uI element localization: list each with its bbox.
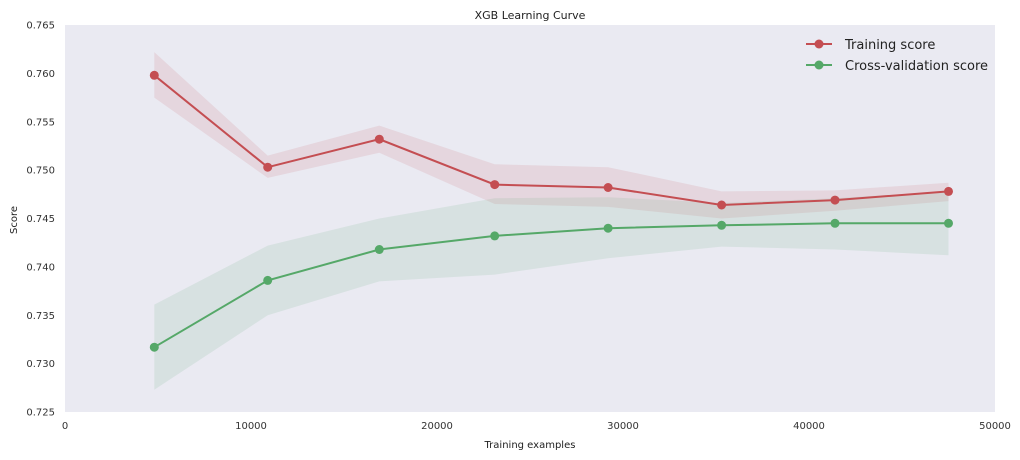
cv-score-point	[717, 220, 727, 230]
x-tick-label: 10000	[235, 421, 267, 432]
y-tick-label: 0.755	[26, 117, 55, 128]
y-axis-ticks: 0.725 0.730 0.735 0.740 0.745 0.750 0.755 0.760…	[26, 21, 55, 419]
training-score-point	[374, 134, 384, 144]
training-score-line	[153, 74, 949, 207]
y-tick-label: 0.740	[26, 262, 55, 273]
legend: Training score Cross-validation score	[806, 38, 988, 74]
cv-score-point	[374, 245, 384, 254]
y-tick-label: 0.765	[26, 21, 55, 32]
chart-title: XGB Learning Curve	[475, 9, 586, 22]
cv-score-point	[149, 342, 159, 352]
training-score-point	[944, 186, 953, 196]
cv-score-point	[944, 218, 953, 228]
cv-score-point	[263, 275, 273, 285]
x-tick-label: 30000	[607, 421, 639, 432]
y-tick-label: 0.730	[26, 359, 55, 370]
training-score-point	[149, 70, 159, 80]
cv-score-line	[153, 222, 949, 349]
cv-score-band	[154, 191, 949, 390]
x-tick-label: 50000	[979, 421, 1011, 432]
x-tick-label: 0	[62, 421, 68, 432]
cv-score-point	[603, 223, 613, 233]
x-tick-label: 20000	[421, 421, 453, 432]
y-tick-label: 0.760	[26, 69, 55, 80]
training-score-point	[490, 180, 500, 190]
legend-cv-marker	[814, 60, 824, 70]
x-axis-label: Training examples	[484, 440, 576, 451]
plot-area	[65, 25, 995, 412]
y-tick-label: 0.735	[26, 311, 55, 322]
y-axis-label: Score	[9, 206, 20, 234]
training-score-point	[717, 200, 727, 210]
cv-score-point	[830, 218, 840, 228]
series-points	[149, 70, 953, 352]
y-tick-label: 0.750	[26, 166, 55, 177]
cv-score-point	[490, 231, 500, 241]
legend-training-marker	[814, 39, 824, 49]
series-lines	[153, 74, 949, 349]
y-tick-label: 0.745	[26, 214, 55, 225]
y-tick-label: 0.725	[26, 408, 55, 419]
x-tick-label: 40000	[793, 421, 825, 432]
legend-training-label: Training score	[844, 38, 935, 53]
training-score-point	[263, 162, 273, 172]
training-score-point	[603, 183, 613, 192]
training-score-point	[830, 195, 840, 205]
legend-cv-label: Cross-validation score	[845, 59, 988, 74]
x-axis-ticks: 0 10000 20000 30000 40000 50000	[62, 421, 1011, 432]
